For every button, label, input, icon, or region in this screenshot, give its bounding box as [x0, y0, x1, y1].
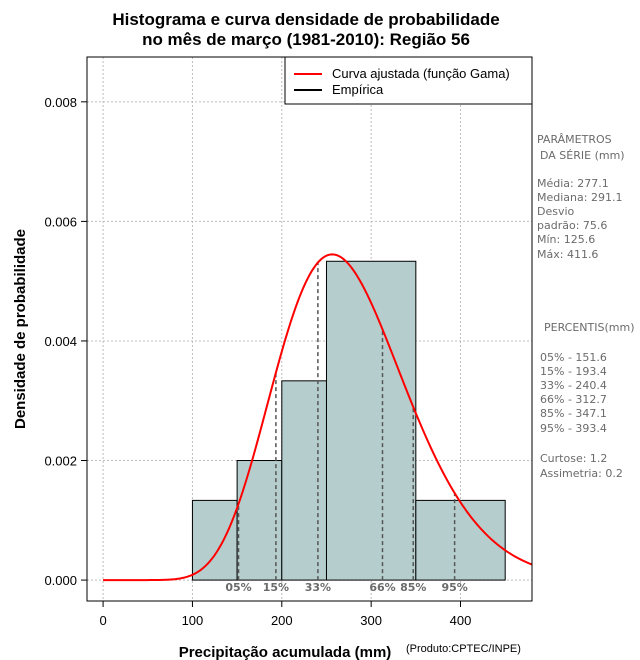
chart-title-line-2: no mês de março (1981-2010): Região 56 — [142, 30, 470, 49]
y-tick-label: 0.000 — [44, 573, 77, 588]
gamma-curve — [103, 253, 533, 582]
percentil-33: 33% - 240.4 — [540, 379, 607, 392]
percentile-label: 33% — [305, 581, 331, 594]
series-parameters-panel: PARÂMETROS DA SÉRIE (mm) Média: 277.1 Me… — [537, 133, 635, 480]
percentile-label: 66% — [369, 581, 395, 594]
legend-label-curve: Curva ajustada (função Gama) — [332, 66, 510, 81]
percentil-66: 66% - 312.7 — [540, 393, 607, 406]
chart-title-line-1: Histograma e curva densidade de probabil… — [112, 10, 499, 29]
histogram-bar — [191, 499, 238, 581]
params-title-1: PARÂMETROS — [537, 133, 612, 146]
param-min: Mín: 125.6 — [537, 233, 595, 246]
x-tick-label: 400 — [450, 613, 472, 628]
percentile-label: 05% — [225, 581, 251, 594]
y-axis: 0.000 0.002 0.004 0.006 0.008 — [44, 95, 87, 588]
param-curtose: Curtose: 1.2 — [540, 452, 607, 465]
x-tick-label: 300 — [360, 613, 382, 628]
histogram-bar — [325, 260, 417, 581]
legend: Curva ajustada (função Gama) Empírica — [284, 56, 533, 105]
param-mediana: Mediana: 291.1 — [537, 191, 622, 204]
y-tick-label: 0.008 — [44, 95, 77, 110]
histogram-bars — [191, 260, 506, 581]
x-tick-label: 0 — [99, 613, 106, 628]
param-assimetria: Assimetria: 0.2 — [540, 467, 623, 480]
param-max: Máx: 411.6 — [537, 248, 598, 261]
percentile-label: 15% — [263, 581, 289, 594]
x-tick-label: 200 — [271, 613, 293, 628]
y-tick-label: 0.004 — [44, 334, 77, 349]
percentile-labels: 05% 15% 33% 66% 85% 95% — [225, 581, 467, 594]
legend-box — [284, 56, 533, 105]
percentil-85: 85% - 347.1 — [540, 407, 607, 420]
histogram-bar — [415, 499, 506, 581]
y-tick-label: 0.006 — [44, 214, 77, 229]
param-desvio-1: Desvio — [537, 205, 575, 218]
percentile-label: 95% — [441, 581, 467, 594]
percentil-15: 15% - 193.4 — [540, 365, 607, 378]
percentile-lines — [237, 262, 456, 581]
params-title-2: DA SÉRIE (mm) — [540, 149, 625, 162]
histogram-bar — [281, 380, 327, 581]
percentile-label: 85% — [400, 581, 426, 594]
x-axis: 0 100 200 300 400 — [99, 600, 472, 628]
percentil-05: 05% - 151.6 — [540, 351, 607, 364]
y-tick-label: 0.002 — [44, 454, 77, 469]
x-axis-label: Precipitação acumulada (mm) — [179, 644, 392, 660]
legend-label-empirical: Empírica — [332, 82, 384, 97]
credit-label: (Produto:CPTEC/INPE) — [406, 643, 521, 655]
param-media: Média: 277.1 — [537, 177, 609, 190]
y-axis-label: Densidade de probabilidade — [12, 229, 29, 429]
x-tick-label: 100 — [182, 613, 204, 628]
percentil-95: 95% - 393.4 — [540, 422, 607, 435]
param-desvio-2: padrão: 75.6 — [537, 219, 607, 232]
gamma-curve-layer — [103, 253, 533, 582]
histogram-bar — [236, 460, 283, 581]
percentis-title: PERCENTIS(mm) — [544, 321, 635, 334]
